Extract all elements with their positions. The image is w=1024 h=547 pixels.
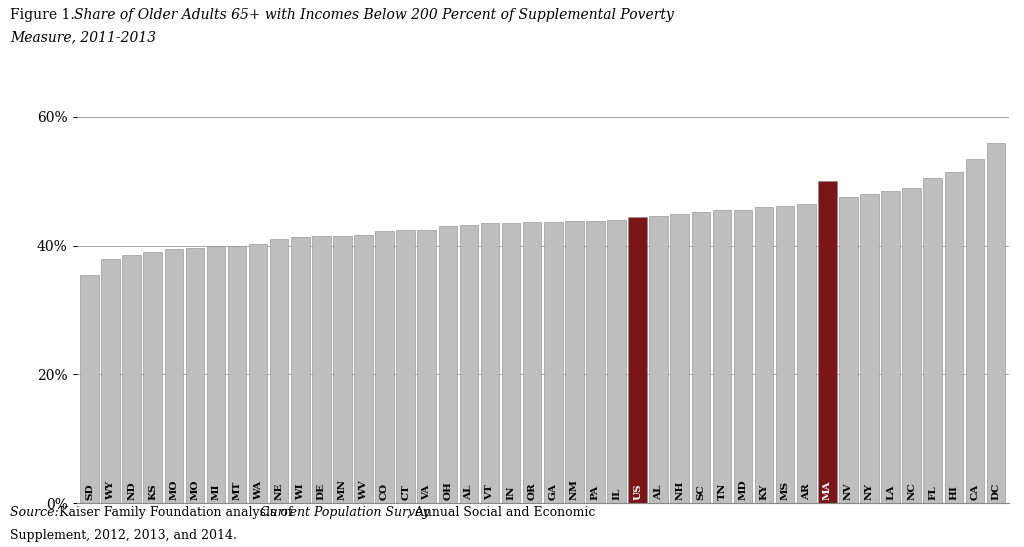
Bar (227, 246, 247, 503)
Text: MT: MT (232, 481, 242, 500)
Bar (270, 239, 289, 503)
Bar (902, 188, 921, 503)
Bar (143, 252, 162, 503)
Bar (165, 249, 183, 503)
Text: MD: MD (738, 479, 748, 500)
Text: CO: CO (380, 483, 389, 500)
Text: NM: NM (569, 479, 579, 500)
Text: NY: NY (865, 483, 874, 500)
Text: Figure 1.: Figure 1. (10, 8, 79, 22)
Bar (396, 230, 415, 503)
Bar (629, 217, 647, 503)
Text: NC: NC (907, 482, 916, 500)
Bar (523, 222, 542, 503)
Text: MO: MO (190, 480, 200, 500)
Text: KY: KY (760, 484, 769, 500)
Bar (354, 235, 373, 503)
Bar (944, 172, 964, 503)
Bar (122, 255, 141, 503)
Bar (312, 236, 331, 503)
Text: AR: AR (802, 483, 811, 500)
Bar (333, 236, 351, 503)
Bar (185, 248, 204, 503)
Bar (755, 207, 773, 503)
Text: TN: TN (718, 483, 726, 500)
Text: DE: DE (316, 483, 326, 500)
Text: NE: NE (274, 482, 284, 500)
Text: WY: WY (106, 481, 115, 500)
Text: OR: OR (527, 482, 537, 500)
Text: CT: CT (401, 484, 411, 500)
Text: OH: OH (443, 481, 453, 500)
Text: MI: MI (211, 484, 220, 500)
Text: Kaiser Family Foundation analysis of: Kaiser Family Foundation analysis of (59, 506, 297, 519)
Bar (80, 275, 98, 503)
Bar (249, 245, 267, 503)
Text: US: US (633, 484, 642, 500)
Bar (502, 223, 520, 503)
Bar (438, 226, 457, 503)
Text: IN: IN (507, 486, 516, 500)
Text: ND: ND (127, 481, 136, 500)
Text: MS: MS (780, 481, 790, 500)
Bar (480, 223, 500, 503)
Bar (586, 220, 605, 503)
Text: PA: PA (591, 485, 600, 500)
Text: WI: WI (296, 484, 305, 500)
Bar (860, 194, 879, 503)
Text: Source:: Source: (10, 506, 63, 519)
Text: KS: KS (148, 484, 158, 500)
Text: NH: NH (675, 481, 684, 500)
Text: , Annual Social and Economic: , Annual Social and Economic (407, 506, 595, 519)
Text: MA: MA (823, 480, 831, 500)
Bar (207, 246, 225, 503)
Text: Share of Older Adults 65+ with Incomes Below 200 Percent of Supplemental Poverty: Share of Older Adults 65+ with Incomes B… (74, 8, 674, 22)
Text: CA: CA (971, 484, 979, 500)
Text: Supplement, 2012, 2013, and 2014.: Supplement, 2012, 2013, and 2014. (10, 529, 238, 542)
Text: Measure, 2011-2013: Measure, 2011-2013 (10, 30, 157, 44)
Text: IL: IL (612, 487, 621, 500)
Bar (607, 220, 626, 503)
Bar (924, 178, 942, 503)
Text: VA: VA (422, 485, 431, 500)
Bar (565, 222, 584, 503)
Bar (776, 206, 795, 503)
Bar (418, 230, 436, 503)
Bar (649, 216, 668, 503)
Bar (691, 212, 710, 503)
Text: WA: WA (254, 481, 262, 500)
Bar (797, 204, 815, 503)
Text: GA: GA (549, 483, 558, 500)
Text: SC: SC (696, 485, 706, 500)
Text: HI: HI (949, 485, 958, 500)
Bar (839, 197, 858, 503)
Text: AL: AL (654, 485, 664, 500)
Bar (376, 231, 394, 503)
Bar (460, 225, 478, 503)
Text: MN: MN (338, 479, 347, 500)
Text: NV: NV (844, 482, 853, 500)
Text: LA: LA (886, 485, 895, 500)
Text: FL: FL (928, 485, 937, 500)
Text: VT: VT (485, 484, 495, 500)
Text: SD: SD (85, 484, 94, 500)
Bar (101, 259, 120, 503)
Bar (882, 191, 900, 503)
Bar (966, 159, 984, 503)
Bar (734, 210, 753, 503)
Text: WV: WV (359, 480, 368, 500)
Text: Current Population Survey: Current Population Survey (260, 506, 430, 519)
Bar (671, 213, 689, 503)
Bar (818, 182, 837, 503)
Text: DC: DC (991, 483, 1000, 500)
Bar (291, 237, 309, 503)
Text: AL: AL (465, 485, 473, 500)
Bar (987, 143, 1006, 503)
Text: MO: MO (169, 480, 178, 500)
Bar (713, 211, 731, 503)
Bar (544, 222, 562, 503)
